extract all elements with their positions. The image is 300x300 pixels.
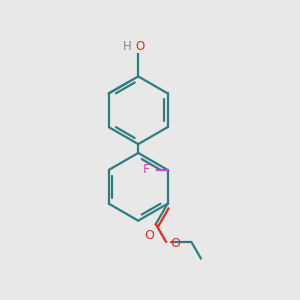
Text: O: O	[136, 40, 145, 53]
Text: O: O	[170, 237, 180, 250]
Text: F: F	[143, 164, 150, 176]
Text: O: O	[144, 230, 154, 242]
Text: H: H	[123, 40, 132, 53]
